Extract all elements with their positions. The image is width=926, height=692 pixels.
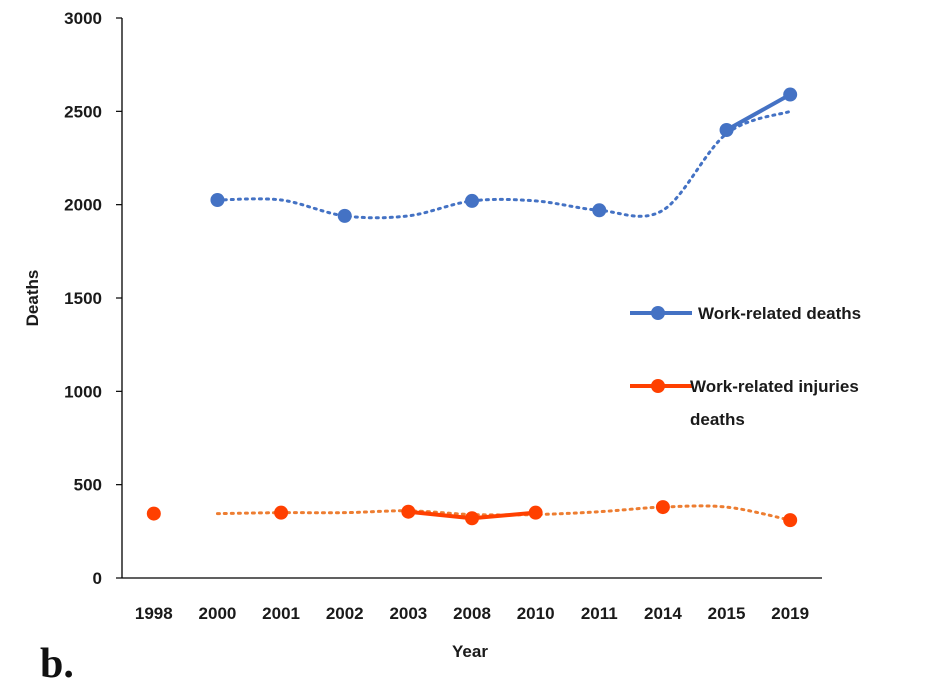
x-tick-label: 2008 <box>453 604 491 623</box>
series-lines <box>406 92 793 521</box>
x-axis-title: Year <box>452 642 488 661</box>
series-line-segment <box>406 509 474 521</box>
data-point <box>783 513 798 528</box>
x-tick-label: 2014 <box>644 604 682 623</box>
data-point <box>146 506 161 521</box>
x-tick-label: 2010 <box>517 604 555 623</box>
trendline-work-related-deaths <box>215 109 792 220</box>
y-tick-label: 1500 <box>64 289 102 308</box>
data-point <box>592 203 607 218</box>
trendline-work-related-injuries-deaths <box>215 504 792 522</box>
y-tick-label: 2000 <box>64 196 102 215</box>
x-tick-label: 2015 <box>708 604 746 623</box>
data-point <box>465 511 479 526</box>
series-line-segment <box>724 92 793 132</box>
y-tick-label: 2500 <box>64 102 102 121</box>
series-line-segment <box>470 510 538 521</box>
y-axis: 0 500 1000 1500 2000 2500 3000 <box>64 9 123 588</box>
x-tick-label: 2003 <box>389 604 427 623</box>
legend-marker <box>651 379 665 393</box>
data-point <box>465 193 479 208</box>
data-point <box>337 208 352 223</box>
panel-label: b. <box>40 641 74 687</box>
legend-item-work-related-injuries-deaths: Work-related injuries deaths <box>630 377 864 429</box>
data-point <box>783 87 798 102</box>
y-tick-label: 1000 <box>64 382 102 401</box>
data-point <box>274 505 289 520</box>
legend-marker <box>651 306 665 320</box>
legend-label: Work-related deaths <box>698 304 861 323</box>
x-tick-label: 2000 <box>199 604 237 623</box>
x-tick-label: 2019 <box>771 604 809 623</box>
legend-label: Work-related injuries deaths <box>690 377 864 429</box>
x-tick-label: 1998 <box>135 604 173 623</box>
data-point <box>210 193 225 207</box>
x-axis: 1998 2000 2001 2002 2003 2008 2010 2011 2014 2015… <box>122 577 822 623</box>
x-tick-label: 2011 <box>581 604 618 623</box>
x-tick-label: 2001 <box>262 604 300 623</box>
data-point <box>528 505 543 520</box>
y-tick-label: 0 <box>93 569 102 588</box>
data-points <box>146 87 798 528</box>
data-point <box>401 504 416 519</box>
data-point <box>719 123 734 137</box>
y-axis-title: Deaths <box>23 270 42 327</box>
y-tick-label: 3000 <box>64 9 102 28</box>
y-tick-label: 500 <box>74 476 102 495</box>
legend-item-work-related-deaths: Work-related deaths <box>630 304 861 323</box>
data-point <box>655 500 670 515</box>
legend: Work-related deaths Work-related injurie… <box>630 304 864 429</box>
x-tick-label: 2002 <box>326 604 364 623</box>
